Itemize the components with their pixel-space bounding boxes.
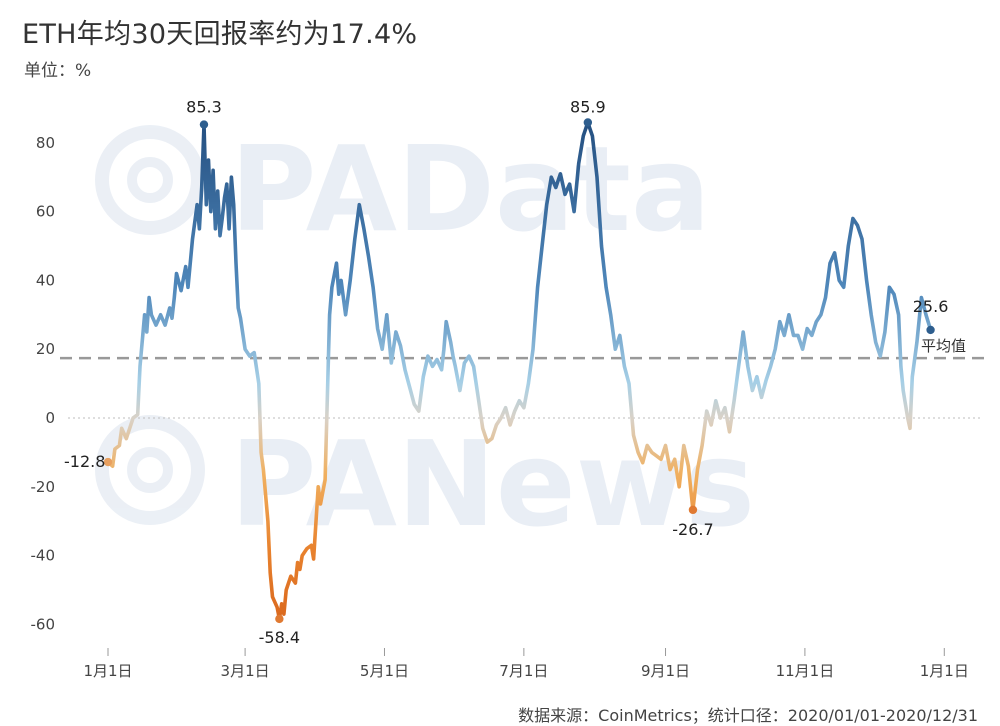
- x-tick-label: 1月1日: [920, 662, 969, 680]
- y-tick-label: -40: [31, 547, 56, 565]
- unit-label: 单位：%: [24, 61, 92, 81]
- x-axis: 1月1日 3月1日 5月1日 7月1日 9月1日 11月1日 1月1日: [83, 648, 969, 680]
- annotation-dot: [926, 325, 935, 335]
- watermark-group: PAData PANews: [95, 120, 755, 553]
- data-label: 25.6: [913, 297, 949, 316]
- annotation-dot: [688, 505, 698, 515]
- y-tick-label: 40: [36, 271, 55, 289]
- average-line-group: 平均值: [60, 337, 985, 360]
- annotation-dot: [103, 457, 113, 467]
- series-line: [106, 120, 933, 621]
- annotations-group: -12.8 85.3 -58.4 85.9 -26.7 25.6: [64, 98, 948, 647]
- x-tick-label: 3月1日: [221, 662, 270, 680]
- average-label: 平均值: [921, 337, 966, 355]
- data-label: 85.9: [570, 98, 606, 117]
- x-tick-label: 7月1日: [499, 662, 548, 680]
- y-tick-label: 60: [36, 203, 55, 221]
- y-tick-label: -20: [31, 478, 56, 496]
- source-note: 数据来源：CoinMetrics；统计口径：2020/01/01-2020/12…: [518, 706, 978, 725]
- annotation-dot: [199, 120, 209, 129]
- series-group: [106, 120, 933, 621]
- y-axis: 80 60 40 20 0 -20 -40 -60: [31, 134, 980, 633]
- annotation-dot: [583, 118, 593, 127]
- y-tick-label: 80: [36, 134, 55, 152]
- x-tick-label: 5月1日: [360, 662, 409, 680]
- annotation-dot: [275, 614, 284, 624]
- y-tick-label: 0: [45, 409, 55, 427]
- y-tick-label: -60: [31, 615, 56, 633]
- data-label: -26.7: [672, 520, 713, 539]
- x-tick-label: 11月1日: [776, 662, 835, 680]
- x-tick-label: 9月1日: [641, 662, 690, 680]
- chart-title: ETH年均30天回报率约为17.4%: [22, 19, 418, 50]
- data-label: 85.3: [186, 98, 222, 117]
- data-label: -58.4: [259, 628, 300, 647]
- y-tick-label: 20: [36, 340, 55, 358]
- watermark-padata: PAData: [230, 120, 711, 258]
- data-label: -12.8: [64, 452, 105, 471]
- x-tick-label: 1月1日: [83, 662, 132, 680]
